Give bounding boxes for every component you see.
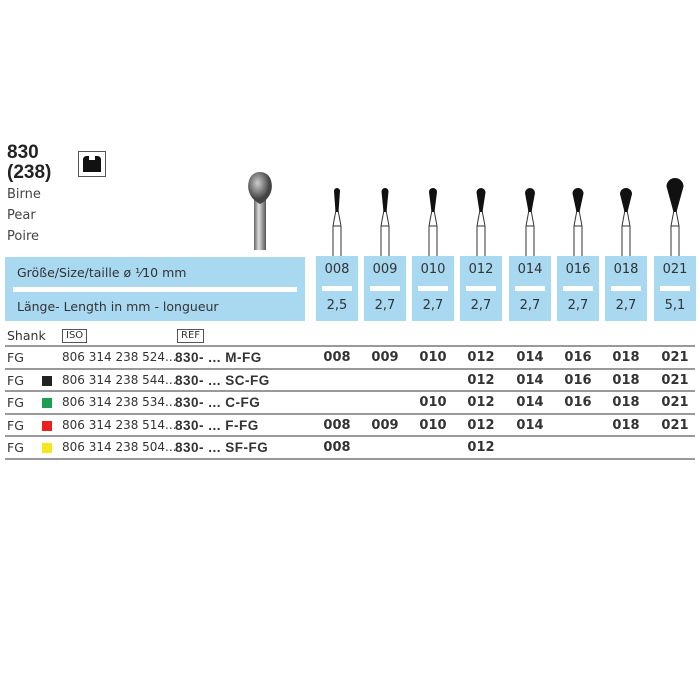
length-value: 2,7 <box>422 298 444 313</box>
bur-drawing <box>332 188 342 256</box>
available-size: 018 <box>612 372 640 388</box>
available-size: 014 <box>516 417 544 433</box>
grit-color-marker <box>42 375 52 386</box>
size-value: 009 <box>372 262 398 277</box>
available-size: 012 <box>467 350 495 365</box>
available-size: 009 <box>371 417 399 433</box>
available-size: 016 <box>564 372 592 388</box>
bur-photo <box>248 172 272 250</box>
size-value: 016 <box>565 262 591 277</box>
shank-type: FG <box>7 395 24 410</box>
size-column: 012 2,7 <box>460 256 502 321</box>
name-en: Pear <box>7 208 36 223</box>
size-value: 008 <box>324 262 350 277</box>
available-size: 012 <box>467 395 495 410</box>
bur-drawing <box>525 188 535 256</box>
table-row[interactable]: FG 806 314 238 544... 830- ... SC-FG 012 014… <box>5 367 695 392</box>
shank-type: FG <box>7 417 24 433</box>
size-label: Größe/Size/taille ø ¹⁄10 mm <box>17 265 187 280</box>
ref-number: 830- ... F-FG <box>175 417 259 433</box>
shank-type: FG <box>7 440 24 455</box>
bur-drawing <box>476 188 486 256</box>
iso-number: 806 314 238 544... <box>62 372 177 387</box>
available-size: 009 <box>371 350 399 365</box>
size-value: 021 <box>662 262 688 277</box>
available-size: 010 <box>419 417 447 433</box>
product-number: 830 (238) <box>7 142 52 183</box>
name-de: Birne <box>7 187 41 202</box>
available-size: 012 <box>467 440 495 455</box>
bur-drawings <box>332 178 684 256</box>
available-size: 016 <box>564 395 592 410</box>
size-value: 010 <box>420 262 446 277</box>
shank-type: FG <box>7 350 24 365</box>
available-size: 010 <box>419 395 447 410</box>
length-value: 2,7 <box>470 298 492 313</box>
iso-number: 806 314 238 514... <box>62 417 177 432</box>
size-column: 008 2,5 <box>316 256 358 321</box>
ref-header: REF <box>177 329 205 343</box>
table-row[interactable]: FG 806 314 238 504... 830- ... SF-FG 008 012 <box>5 435 695 459</box>
available-size: 012 <box>467 372 495 388</box>
bur-drawing <box>380 188 390 256</box>
available-size: 010 <box>419 350 447 365</box>
size-column: 009 2,7 <box>364 256 406 321</box>
header-band: Größe/Size/taille ø ¹⁄10 mm Länge- Lengt… <box>5 257 305 321</box>
available-size: 018 <box>612 350 640 365</box>
bur-drawing <box>666 178 684 256</box>
bur-drawing <box>572 188 584 256</box>
size-column: 010 2,7 <box>412 256 454 321</box>
available-size: 016 <box>564 350 592 365</box>
table-row[interactable]: FG 806 314 238 514... 830- ... F-FG 008 009 0… <box>5 412 695 437</box>
length-value: 2,7 <box>615 298 637 313</box>
name-fr: Poire <box>7 229 39 244</box>
iso-number: 806 314 238 524... <box>62 350 177 364</box>
available-size: 014 <box>516 350 544 365</box>
available-size: 021 <box>661 350 689 365</box>
iso-number: 806 314 238 504... <box>62 440 177 454</box>
length-value: 2,5 <box>326 298 348 313</box>
shank-type: FG <box>7 372 24 388</box>
available-size: 008 <box>323 440 351 455</box>
length-value: 5,1 <box>664 298 686 313</box>
table-row[interactable]: FG 806 314 238 534... 830- ... C-FG 010 012 0… <box>5 390 695 414</box>
available-size: 018 <box>612 395 640 410</box>
size-column: 014 2,7 <box>509 256 551 321</box>
size-value: 018 <box>613 262 639 277</box>
iso-number: 806 314 238 534... <box>62 395 177 409</box>
ref-number: 830- ... SF-FG <box>175 440 269 455</box>
bur-drawing <box>428 188 438 256</box>
length-value: 2,7 <box>374 298 396 313</box>
available-size: 008 <box>323 417 351 433</box>
fg-shank-icon <box>78 151 106 177</box>
ref-number: 830- ... SC-FG <box>175 372 270 388</box>
length-value: 2,7 <box>567 298 589 313</box>
ref-number: 830- ... C-FG <box>175 395 261 410</box>
size-column: 016 2,7 <box>557 256 599 321</box>
length-label: Länge- Length in mm - longueur <box>17 299 219 314</box>
available-size: 014 <box>516 372 544 388</box>
grit-color-marker <box>42 420 52 431</box>
grit-color-marker <box>42 398 52 408</box>
available-size: 021 <box>661 395 689 410</box>
grit-color-marker <box>42 443 52 453</box>
size-value: 014 <box>517 262 543 277</box>
available-size: 018 <box>612 417 640 433</box>
size-value: 012 <box>468 262 494 277</box>
size-column: 021 5,1 <box>654 256 696 321</box>
available-size: 021 <box>661 417 689 433</box>
available-size: 008 <box>323 350 351 365</box>
size-column: 018 2,7 <box>605 256 647 321</box>
bur-drawing <box>620 188 632 256</box>
available-size: 012 <box>467 417 495 433</box>
shank-header: Shank <box>7 328 46 343</box>
iso-header: ISO <box>62 329 88 343</box>
available-size: 014 <box>516 395 544 410</box>
table-row[interactable]: FG 806 314 238 524... 830- ... M-FG 008 009 0… <box>5 345 695 369</box>
available-size: 021 <box>661 372 689 388</box>
ref-number: 830- ... M-FG <box>175 350 262 365</box>
length-value: 2,7 <box>519 298 541 313</box>
